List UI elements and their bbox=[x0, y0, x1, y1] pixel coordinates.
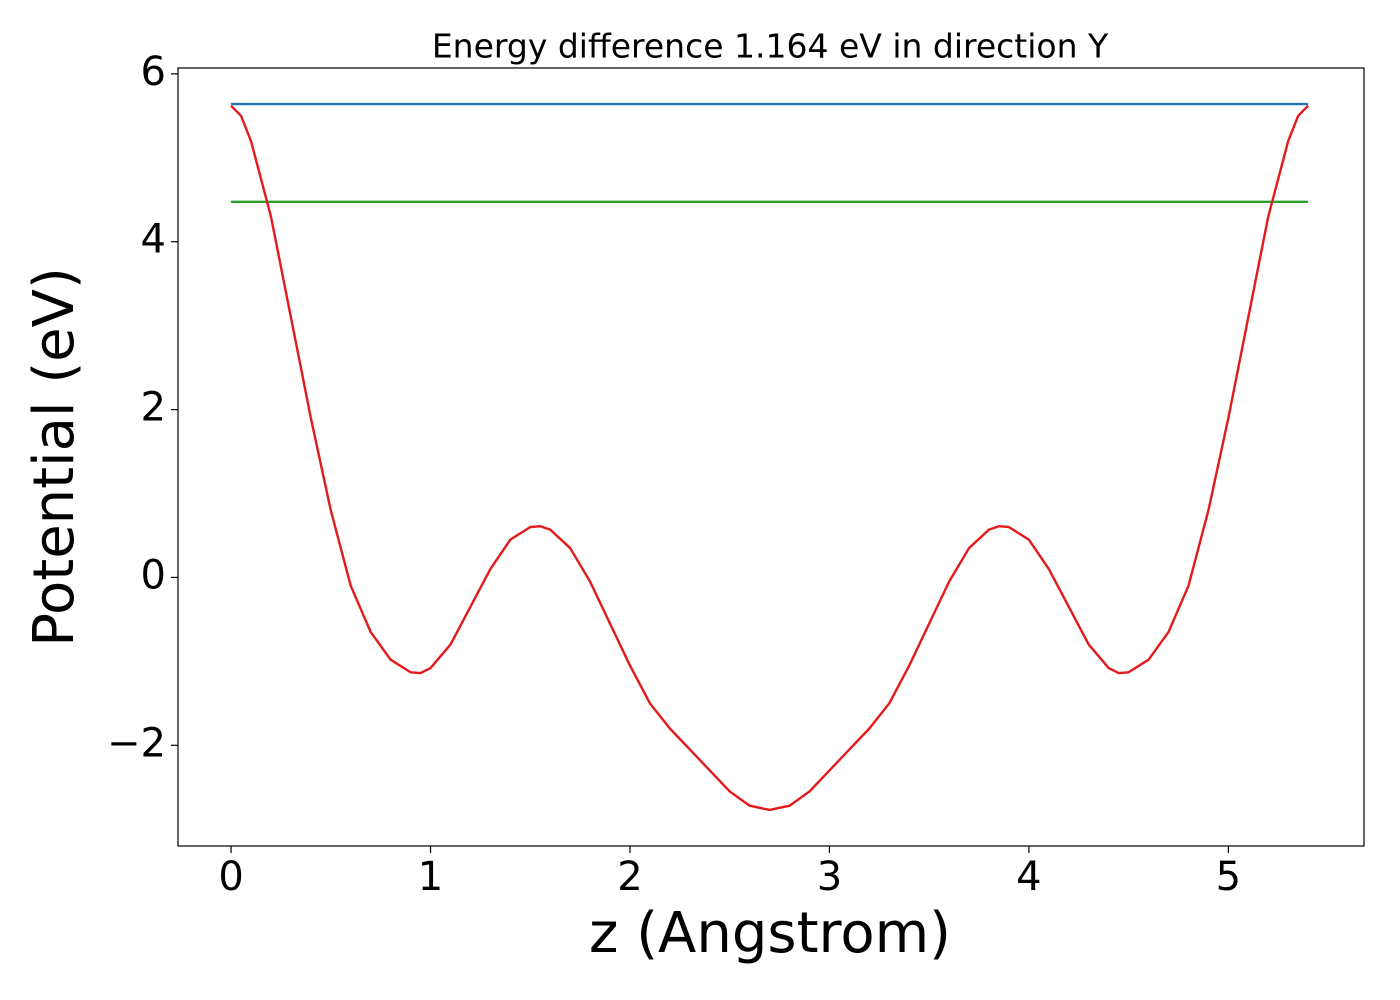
x-tick-label: 2 bbox=[617, 854, 642, 900]
x-axis-label: z (Angstrom) bbox=[589, 901, 951, 966]
y-axis-label: Potential (eV) bbox=[22, 267, 87, 647]
x-tick-label: 1 bbox=[418, 854, 443, 900]
y-tick-label: −2 bbox=[107, 720, 166, 766]
chart-title: Energy difference 1.164 eV in direction … bbox=[432, 27, 1109, 66]
y-tick-label: 2 bbox=[141, 385, 166, 431]
x-tick-label: 3 bbox=[817, 854, 842, 900]
y-tick-label: 4 bbox=[141, 217, 166, 263]
y-tick-label: 0 bbox=[141, 552, 166, 598]
y-tick-label: 6 bbox=[141, 49, 166, 95]
x-tick-label: 0 bbox=[218, 854, 243, 900]
series-line bbox=[230, 104, 1310, 812]
plot-frame bbox=[177, 67, 1365, 847]
x-tick-label: 5 bbox=[1216, 854, 1241, 900]
x-tick-label: 4 bbox=[1016, 854, 1041, 900]
